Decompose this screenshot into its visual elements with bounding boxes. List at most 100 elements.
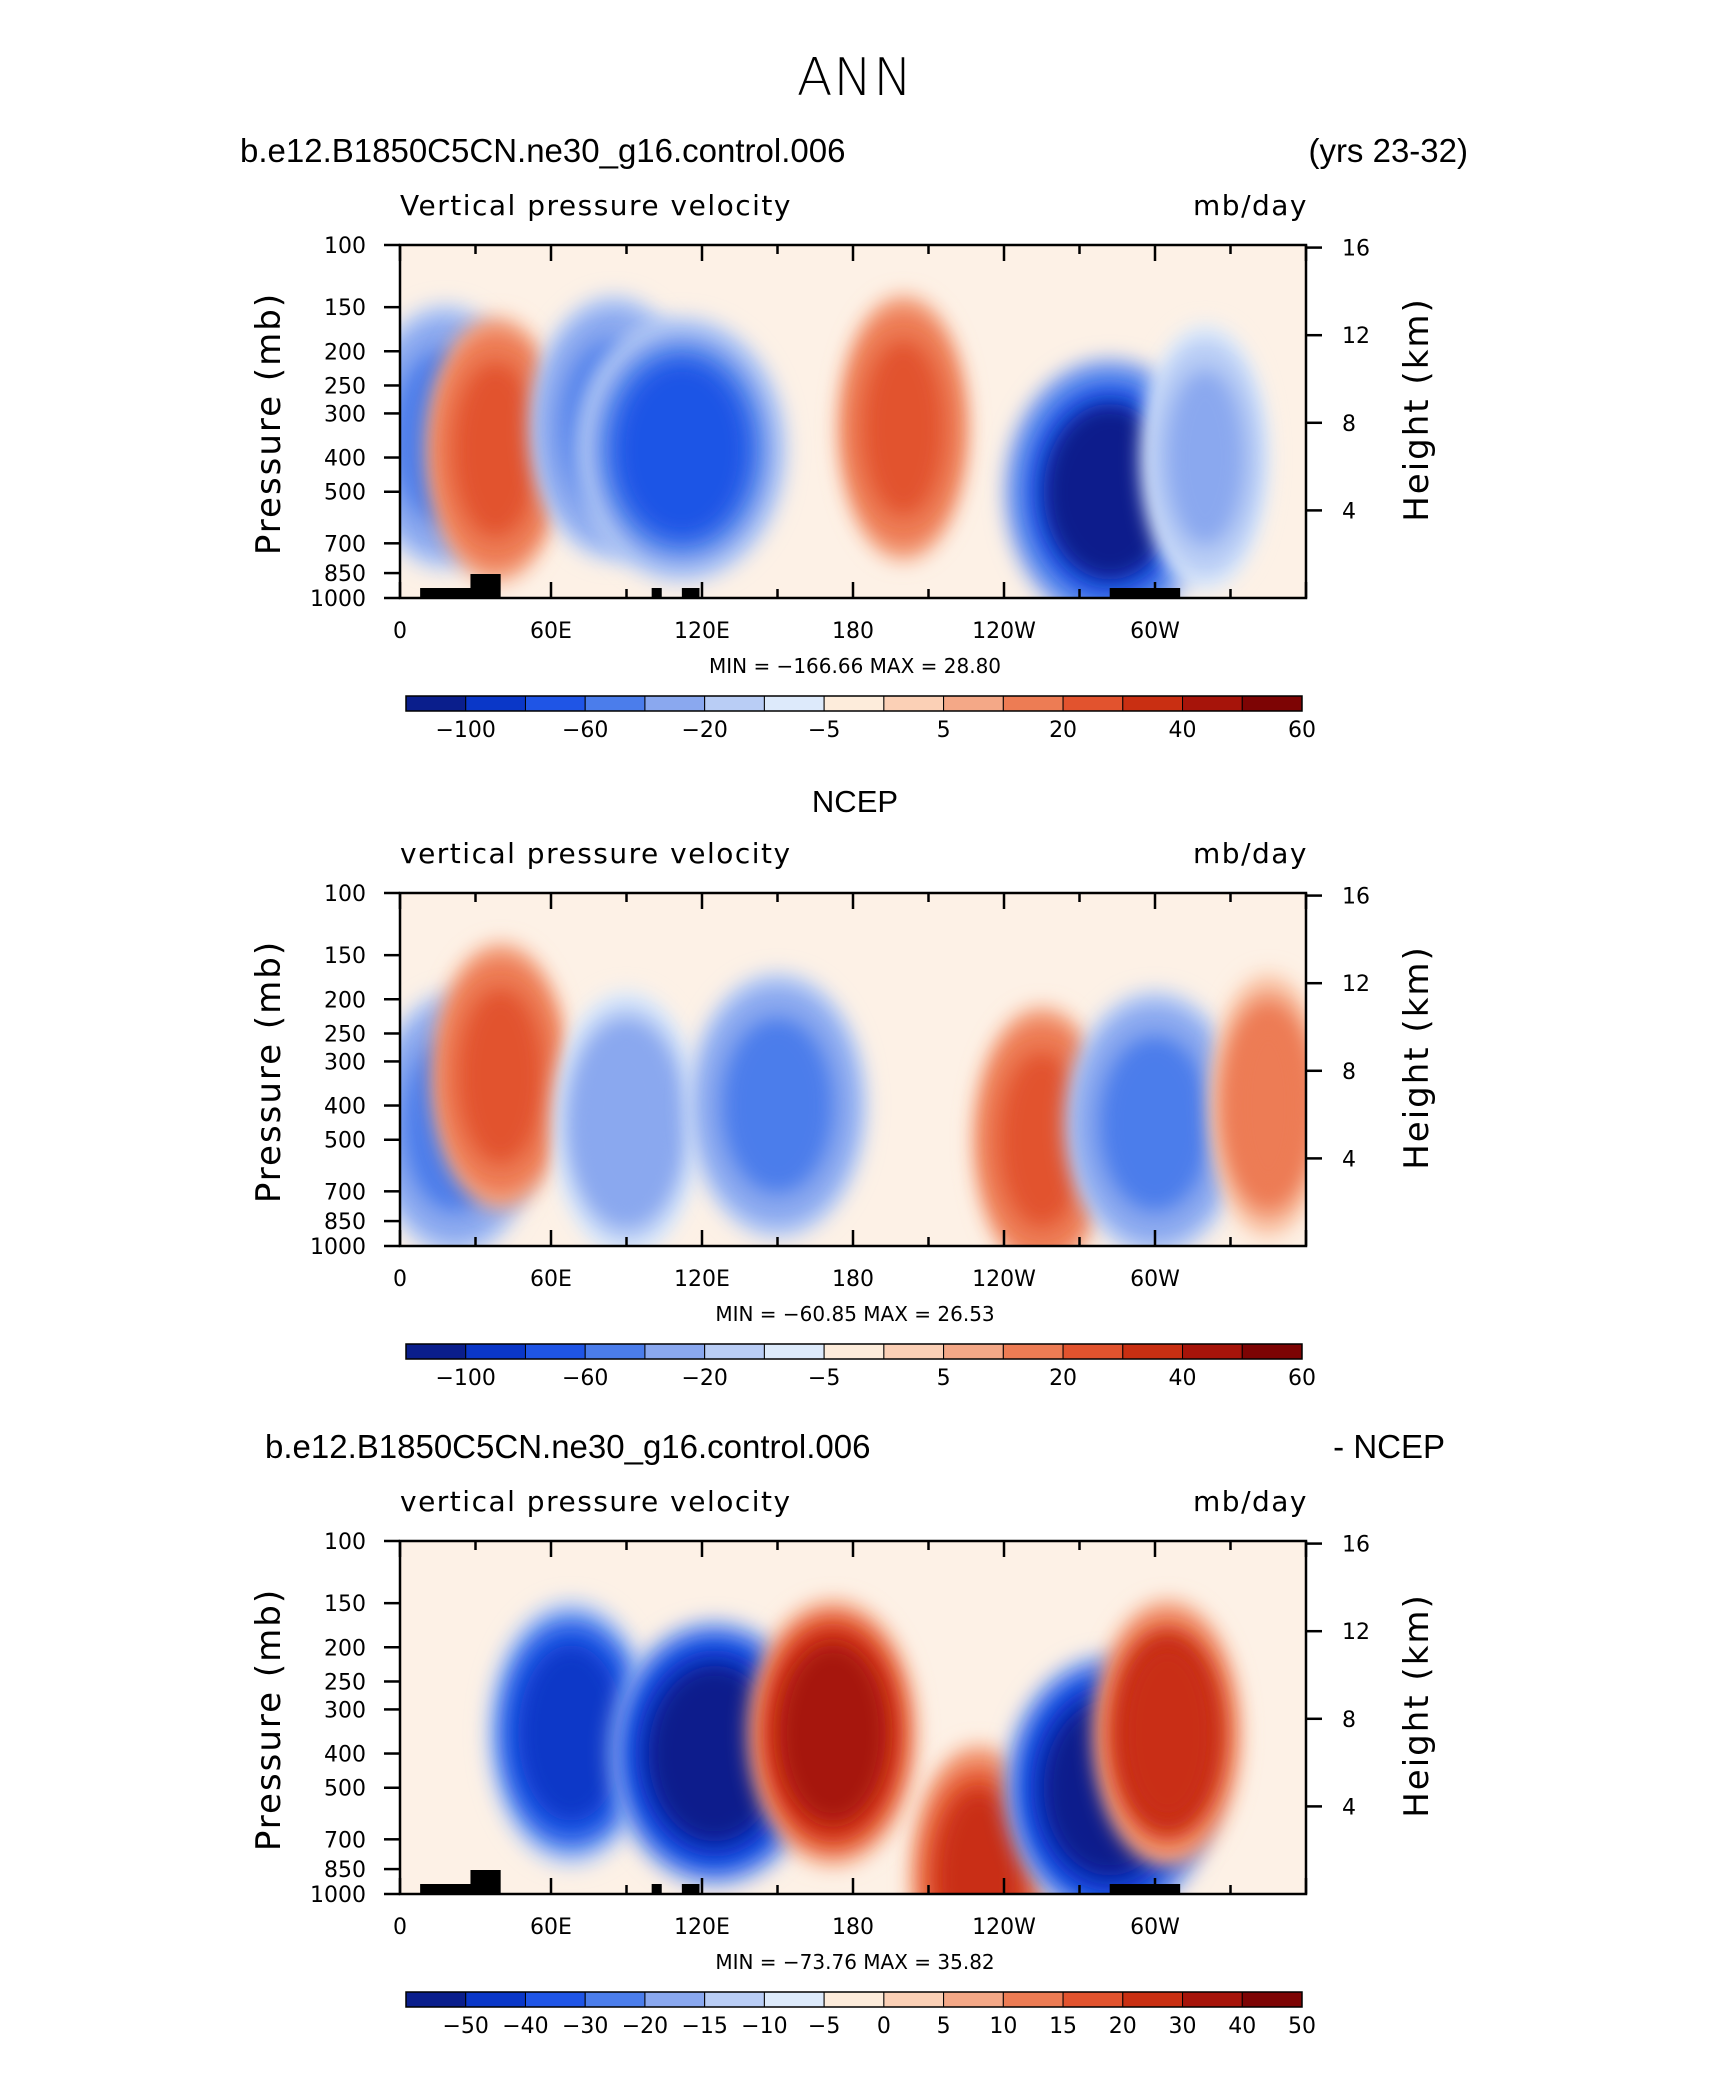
colorbar-label: −20 <box>681 1366 727 1391</box>
topography-mask <box>450 1884 489 1894</box>
pressure-tick-label: 850 <box>324 1210 366 1235</box>
contour-region <box>1141 324 1269 591</box>
colorbar-label: −10 <box>741 2014 787 2039</box>
colorbar-swatch <box>943 1343 1004 1360</box>
colorbar-label: −15 <box>681 2014 727 2039</box>
colorbar-swatch <box>644 1343 706 1360</box>
pressure-tick-label: 700 <box>324 532 366 557</box>
colorbar-frame <box>405 1343 1303 1360</box>
lon-tick-label: 180 <box>832 1915 874 1940</box>
colorbar-swatch <box>883 695 945 712</box>
lon-tick-label: 120E <box>674 1915 730 1940</box>
colorbar-swatch <box>1122 1343 1184 1360</box>
lon-tick-label: 60W <box>1130 1915 1180 1940</box>
colorbar-swatch <box>465 695 526 712</box>
lon-tick-label: 60E <box>530 1915 572 1940</box>
panel-difference: b.e12.B1850C5CN.ne30_g16.control.006 - N… <box>249 1428 1445 2039</box>
colorbar-swatch <box>704 1343 765 1360</box>
contour-region <box>552 990 701 1246</box>
height-tick-label: 12 <box>1342 324 1370 349</box>
pressure-tick-label: 300 <box>324 402 366 427</box>
colorbar-label: −40 <box>502 2014 548 2039</box>
topography-mask <box>1109 588 1181 598</box>
pressure-tick-label: 700 <box>324 1180 366 1205</box>
colorbar: −100 −60 −20 −5 5 20 40 60 <box>405 695 1316 743</box>
lon-tick-label: 120W <box>972 619 1036 644</box>
pressure-tick-label: 250 <box>324 1670 366 1695</box>
colorbar-swatch <box>405 695 467 712</box>
height-tick-label: 16 <box>1342 1533 1370 1558</box>
panel-title-left: b.e12.B1850C5CN.ne30_g16.control.006 <box>240 132 845 169</box>
pressure-tick-label: 150 <box>324 296 366 321</box>
height-tick-label: 8 <box>1342 1708 1356 1733</box>
y-axis-title-right: Height (km) <box>1397 1593 1437 1818</box>
lon-tick-label: 60E <box>530 619 572 644</box>
colorbar-label: −20 <box>622 2014 668 2039</box>
units-label: mb/day <box>1193 1485 1308 1518</box>
colorbar-swatch <box>1002 1343 1064 1360</box>
pressure-tick-label: 400 <box>324 447 366 472</box>
colorbar-swatch <box>644 695 706 712</box>
topography-mask <box>681 1884 700 1894</box>
colorbar-label: 20 <box>1109 2014 1137 2039</box>
colorbar-label: 40 <box>1169 718 1197 743</box>
colorbar-swatch <box>823 1991 885 2008</box>
pressure-tick-label: 500 <box>324 481 366 506</box>
colorbar-label: 50 <box>1288 2014 1316 2039</box>
colorbar-label: −5 <box>808 718 840 743</box>
contour-region <box>432 942 570 1210</box>
pressure-tick-label: 200 <box>324 1636 366 1661</box>
pressure-tick-label: 1000 <box>310 1235 366 1260</box>
colorbar-swatch <box>1062 695 1124 712</box>
colorbar: −100 −60 −20 −5 5 20 40 60 <box>405 1343 1316 1391</box>
min-max-label: MIN = −60.85 MAX = 26.53 <box>715 1302 994 1326</box>
units-label: mb/day <box>1193 189 1308 222</box>
y-axis-title: Pressure (mb) <box>249 292 289 555</box>
colorbar-swatch <box>584 695 646 712</box>
colorbar-swatch <box>943 1991 1004 2008</box>
contour-field <box>400 245 1306 598</box>
colorbar-swatch <box>584 1991 646 2008</box>
height-tick-label: 4 <box>1342 1795 1356 1820</box>
colorbar-label: 30 <box>1169 2014 1197 2039</box>
pressure-tick-label: 700 <box>324 1828 366 1853</box>
pressure-tick-label: 150 <box>324 1592 366 1617</box>
lon-tick-label: 120E <box>674 1267 730 1292</box>
lon-tick-label: 180 <box>832 1267 874 1292</box>
lon-tick-label: 60W <box>1130 619 1180 644</box>
colorbar-swatch <box>1182 1343 1243 1360</box>
pressure-tick-label: 250 <box>324 1022 366 1047</box>
height-tick-label: 12 <box>1342 1620 1370 1645</box>
variable-label: vertical pressure velocity <box>400 1485 792 1518</box>
pressure-tick-label: 100 <box>324 234 366 259</box>
colorbar-frame <box>405 1991 1303 2008</box>
colorbar-swatch <box>823 695 885 712</box>
height-tick-label: 16 <box>1342 237 1370 262</box>
colorbar-label: 5 <box>937 2014 951 2039</box>
colorbar-swatch <box>1122 1991 1184 2008</box>
y-axis-title: Pressure (mb) <box>249 1588 289 1851</box>
contour-region <box>1065 990 1245 1246</box>
colorbar-label: −100 <box>436 1366 496 1391</box>
pressure-tick-label: 500 <box>324 1129 366 1154</box>
lon-tick-label: 0 <box>393 1915 407 1940</box>
colorbar-label: −5 <box>808 1366 840 1391</box>
colorbar-swatch <box>1122 695 1184 712</box>
colorbar-label: 0 <box>877 2014 891 2039</box>
colorbar-label: 15 <box>1049 2014 1077 2039</box>
colorbar-swatch <box>405 1343 467 1360</box>
topography-mask <box>651 1884 662 1894</box>
contour-region <box>1210 972 1306 1239</box>
colorbar-label: 5 <box>937 1366 951 1391</box>
lon-tick-label: 180 <box>832 619 874 644</box>
panel-model: b.e12.B1850C5CN.ne30_g16.control.006 (yr… <box>240 132 1468 743</box>
pressure-tick-label: 1000 <box>310 1883 366 1908</box>
contour-region <box>1093 1599 1242 1867</box>
pressure-tick-label: 100 <box>324 882 366 907</box>
colorbar-label: −100 <box>436 718 496 743</box>
lon-tick-label: 0 <box>393 1267 407 1292</box>
topography-mask <box>450 588 489 598</box>
